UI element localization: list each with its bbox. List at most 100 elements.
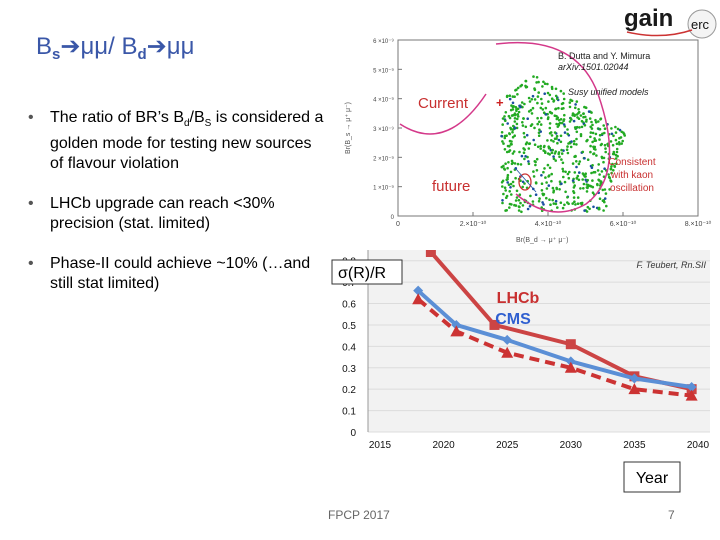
scatter-point [589, 131, 593, 134]
scatter-point [585, 190, 589, 193]
scatter-point [539, 106, 543, 110]
scatter-point [503, 136, 507, 140]
scatter-point [549, 148, 553, 152]
scatter-point [517, 209, 521, 212]
scatter-point [506, 122, 509, 125]
scatter-point [560, 148, 563, 152]
scatter-point [510, 193, 513, 196]
scatter-point [583, 175, 587, 178]
scatter-point [582, 112, 585, 115]
scatter-point [550, 139, 553, 142]
scatter-point [524, 125, 528, 129]
scatter-point [551, 198, 554, 202]
scatter-point [552, 202, 556, 205]
scatter-point [569, 98, 572, 102]
scatter-point [521, 121, 524, 124]
scatter-point [540, 116, 543, 120]
scatter-point [585, 118, 588, 122]
bullet-item: Phase-II could achieve ~10% (…and still … [28, 254, 328, 294]
logo-text: gain [624, 5, 673, 32]
scatter-point [527, 160, 530, 163]
scatter-point [599, 117, 603, 120]
scatter-point [555, 137, 558, 140]
scatter-point [515, 109, 518, 113]
scatter-point [509, 182, 513, 186]
scatter-point [513, 120, 517, 123]
scatter-point [520, 101, 524, 104]
scatter-point [591, 191, 595, 194]
scatter-point [501, 140, 504, 143]
scatter-point [520, 210, 523, 214]
scatter-point [549, 203, 552, 206]
scatter-point [598, 173, 601, 176]
scatter-point [610, 127, 613, 130]
scatter-point [611, 162, 614, 166]
scatter-point [547, 116, 550, 119]
scatter-point [542, 203, 545, 206]
scatter-point [522, 117, 525, 120]
scatter-point [540, 102, 544, 105]
scatter-point [614, 157, 618, 160]
scatter-point [550, 97, 554, 100]
scatter-point [550, 85, 554, 89]
scatter-point [584, 172, 587, 175]
scatter-point [504, 209, 507, 212]
scatter-point [501, 123, 504, 126]
scatter-point [519, 84, 522, 88]
chart-point [450, 325, 463, 337]
scatter-point [554, 150, 557, 153]
scatter-point [538, 120, 541, 124]
scatter-point [523, 102, 526, 106]
scatter-point [545, 187, 549, 190]
scatter-point [515, 196, 519, 199]
scatter-point [513, 117, 517, 120]
scatter-point [563, 131, 567, 134]
scatter-point [547, 100, 550, 103]
scatter-citation-line1: B. Dutta and Y. Mimura [558, 51, 650, 61]
scatter-point [546, 82, 549, 86]
scatter-point [552, 191, 555, 194]
scatter-point [504, 189, 507, 192]
scatter-point [618, 136, 621, 140]
scatter-point [509, 142, 513, 146]
scatter-point [516, 107, 520, 110]
scatter-point [515, 126, 519, 130]
scatter-point [530, 123, 534, 126]
scatter-point [580, 125, 584, 129]
scatter-point [536, 95, 540, 98]
scatter-point [526, 207, 530, 211]
scatter-point [537, 80, 540, 84]
scatter-point [555, 134, 559, 138]
scatter-point [536, 101, 539, 105]
scatter-point [574, 203, 577, 206]
scatter-point [500, 134, 503, 138]
scatter-point [601, 199, 605, 202]
scatter-y-tick-label: 0 [391, 215, 395, 221]
scatter-point [515, 122, 519, 126]
scatter-point [572, 190, 575, 193]
scatter-point [524, 79, 528, 83]
scatter-point [551, 148, 554, 152]
scatter-point [590, 111, 593, 114]
scatter-point [597, 120, 600, 123]
scatter-point [509, 170, 513, 174]
scatter-point [508, 149, 512, 152]
scatter-point [536, 145, 540, 149]
scatter-point [557, 151, 561, 154]
page-number: 7 [668, 508, 675, 522]
chart-grid [367, 250, 710, 433]
scatter-point [541, 201, 544, 204]
scatter-point [521, 124, 525, 127]
scatter-point [532, 138, 535, 142]
scatter-point [571, 179, 575, 182]
scatter-point [568, 101, 572, 104]
chart-y-tick-label: 0.1 [342, 407, 356, 418]
scatter-point [614, 131, 618, 134]
scatter-point [554, 87, 558, 91]
scatter-point [501, 185, 504, 188]
scatter-point [513, 203, 516, 207]
scatter-point [543, 144, 546, 148]
bullet-item: LHCb upgrade can reach <30% precision (s… [28, 194, 328, 234]
chart-point [413, 285, 424, 296]
scatter-point [573, 200, 576, 203]
